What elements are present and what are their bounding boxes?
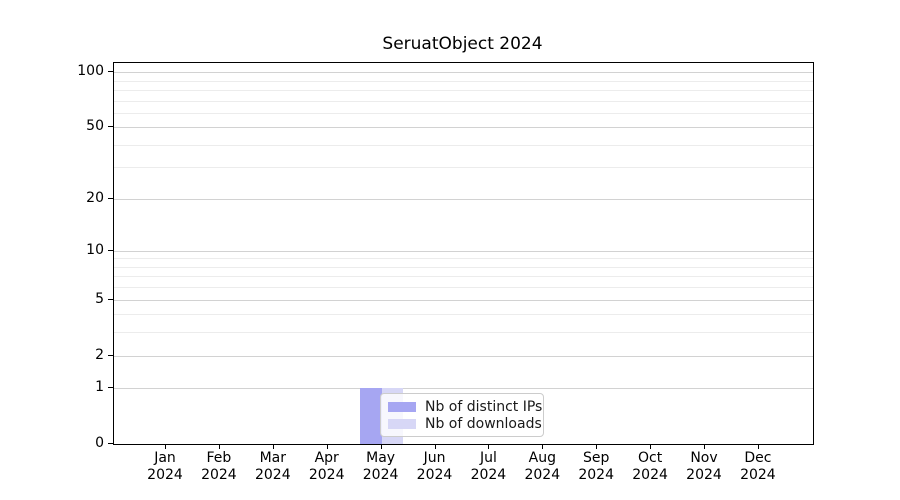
y-tick-mark	[108, 197, 113, 199]
gridline-minor	[114, 276, 813, 278]
gridline-minor	[114, 167, 813, 169]
legend-item-downloads: Nb of downloads	[388, 415, 542, 432]
x-tick-mark	[218, 444, 220, 449]
x-tick-label: Dec 2024	[740, 450, 776, 483]
legend-label-downloads: Nb of downloads	[425, 415, 542, 432]
chart-title: SeruatObject 2024	[382, 34, 543, 54]
legend-label-distinct-ips: Nb of distinct IPs	[425, 398, 543, 415]
y-tick-mark	[108, 126, 113, 128]
gridline-minor	[114, 89, 813, 91]
y-tick-mark	[108, 71, 113, 72]
y-tick-label: 20	[86, 189, 104, 206]
plot-area: Nb of distinct IPs Nb of downloads	[113, 62, 814, 445]
x-tick-label: Aug 2024	[524, 450, 561, 483]
gridline-minor	[114, 258, 813, 260]
x-tick-mark	[542, 444, 544, 449]
y-tick-mark	[108, 443, 113, 444]
gridline-minor	[114, 80, 813, 82]
x-tick-mark	[757, 444, 759, 449]
x-tick-label: Jun 2024	[416, 450, 453, 483]
gridline-major	[114, 127, 813, 129]
gridline-major	[114, 72, 813, 73]
x-tick-mark	[326, 444, 328, 449]
x-tick-mark	[650, 444, 652, 449]
gridline-minor	[114, 266, 813, 268]
gridline-minor	[114, 332, 813, 334]
gridline-major	[114, 299, 813, 301]
x-tick-label: Sep 2024	[578, 450, 614, 483]
gridline-major	[114, 388, 813, 390]
gridline-minor	[114, 144, 813, 146]
x-tick-label: Jul 2024	[470, 450, 507, 483]
gridline-major	[114, 355, 813, 357]
x-tick-mark	[488, 444, 490, 449]
y-tick-mark	[108, 249, 113, 251]
y-tick-label: 1	[95, 379, 104, 396]
y-tick-label: 5	[95, 290, 104, 307]
legend: Nb of distinct IPs Nb of downloads	[380, 393, 544, 437]
legend-item-distinct-ips: Nb of distinct IPs	[388, 398, 542, 415]
x-tick-mark	[165, 444, 166, 449]
gridline-minor	[114, 112, 813, 114]
legend-swatch-downloads-icon	[388, 418, 416, 429]
x-tick-label: Mar 2024	[254, 450, 291, 483]
x-tick-label: Apr 2024	[308, 450, 345, 483]
gridline-minor	[114, 314, 813, 316]
y-tick-label: 2	[95, 346, 104, 363]
y-tick-label: 10	[86, 241, 104, 258]
gridline-major	[114, 250, 813, 252]
x-tick-label: Nov 2024	[686, 450, 722, 483]
bar-distinct-ips	[359, 388, 382, 444]
x-tick-mark	[596, 444, 598, 449]
x-tick-mark	[434, 444, 436, 449]
legend-swatch-distinct-ips-icon	[388, 401, 416, 412]
x-tick-label: Oct 2024	[632, 450, 668, 483]
gridline-minor	[114, 287, 813, 289]
x-tick-label: May 2024	[362, 450, 399, 483]
y-tick-label: 100	[77, 63, 104, 79]
x-tick-label: Feb 2024	[201, 450, 237, 483]
y-tick-label: 0	[95, 435, 104, 451]
y-tick-label: 50	[86, 118, 104, 135]
x-tick-mark	[704, 444, 705, 449]
y-tick-mark	[108, 354, 113, 356]
y-tick-mark	[108, 298, 113, 300]
x-tick-label: Jan 2024	[147, 450, 183, 483]
gridline-major	[114, 198, 813, 200]
x-tick-mark	[272, 444, 274, 449]
x-tick-mark	[380, 444, 382, 449]
y-tick-mark	[108, 387, 113, 389]
gridline-minor	[114, 100, 813, 102]
